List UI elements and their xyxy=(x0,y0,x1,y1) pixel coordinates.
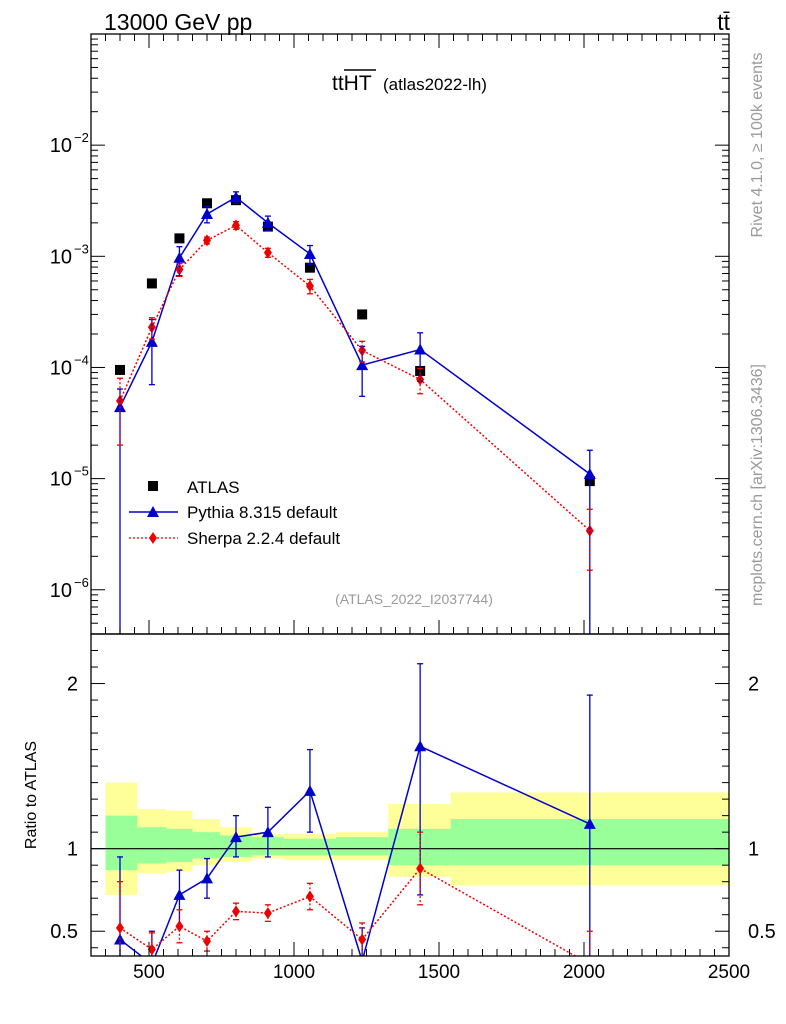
pythia-ratio-point xyxy=(230,831,242,843)
stat-uncertainty-band xyxy=(166,828,193,862)
main-panel: 10−610−510−410−310−2 ttHT (atlas2022-lh)… xyxy=(50,33,730,635)
main-axes: 10−610−510−410−310−2 xyxy=(50,33,730,635)
x-tick-label: 1000 xyxy=(273,962,315,983)
sherpa-ratio-point xyxy=(147,943,156,956)
plot-title-main: ttHT xyxy=(332,72,372,95)
atlas-data-point xyxy=(174,233,185,244)
y-tick-label: 10 xyxy=(50,135,72,157)
atlas-data-point xyxy=(146,278,157,289)
ratio-y-tick-label-right: 2 xyxy=(748,674,759,696)
y-tick-label: 10 xyxy=(50,469,72,491)
sherpa-data-point xyxy=(232,219,240,232)
pythia-ratio-point xyxy=(303,784,316,796)
sherpa-ratio-point xyxy=(358,933,367,946)
sherpa-ratio-point xyxy=(263,907,272,920)
sherpa-ratio-line xyxy=(119,867,577,956)
ratio-y-tick-label-right: 0.5 xyxy=(748,921,776,943)
pythia-ratio-point xyxy=(583,817,596,829)
ratio-y-tick-label-right: 1 xyxy=(748,839,759,861)
sherpa-main-line xyxy=(119,224,591,532)
pythia-ratio-point xyxy=(414,740,427,752)
sherpa-ratio-point xyxy=(175,920,184,933)
x-tick-label: 2500 xyxy=(708,962,750,983)
atlas-data-point xyxy=(357,309,368,320)
pythia-ratio-point xyxy=(261,826,274,838)
x-tick-label: 2000 xyxy=(563,962,605,983)
x-tick-label: 500 xyxy=(133,962,165,983)
ratio-panel: 0.5 0.5 1 1 2 2 Ratio to ATLAS xyxy=(23,633,776,957)
legend-marker-atlas xyxy=(148,481,158,491)
ratio-plot-content xyxy=(91,663,729,956)
stat-uncertainty-band xyxy=(336,837,389,856)
y-tick-label: 10 xyxy=(50,580,72,602)
atlas-data-point xyxy=(202,198,212,209)
pythia-ratio-line xyxy=(119,745,591,956)
y-tick-exponent: −4 xyxy=(74,352,89,367)
stat-uncertainty-band xyxy=(192,832,221,859)
y-tick-exponent: −5 xyxy=(74,464,89,479)
legend-marker-sherpa xyxy=(149,532,157,544)
rivet-version-label: Rivet 4.1.0, ≥ 100k events xyxy=(749,53,766,238)
sherpa-ratio-point xyxy=(203,935,211,948)
stat-uncertainty-band xyxy=(283,838,337,856)
y-tick-exponent: −6 xyxy=(74,575,89,590)
y-tick-label: 10 xyxy=(50,357,72,379)
pythia-ratio-point xyxy=(201,872,213,884)
x-axis-tick-labels: 500 1000 1500 2000 2500 xyxy=(133,962,750,983)
pythia-ratio-point xyxy=(173,888,186,900)
process-label: tt̄ xyxy=(717,9,730,35)
y-tick-exponent: −2 xyxy=(74,130,89,145)
ratio-y-tick-label: 0.5 xyxy=(50,921,78,943)
plot-title: ttHT xyxy=(332,72,372,95)
legend-label-atlas: ATLAS xyxy=(187,478,240,497)
main-plot-content xyxy=(114,191,596,634)
stat-uncertainty-band xyxy=(388,828,451,866)
ratio-axes: 0.5 0.5 1 1 2 2 xyxy=(50,633,776,956)
legend-label-pythia: Pythia 8.315 default xyxy=(187,503,338,522)
sherpa-ratio-point xyxy=(116,921,124,934)
mcplots-label: mcplots.cern.ch [arXiv:1306.3436] xyxy=(749,364,766,606)
legend: ATLAS Pythia 8.315 default Sherpa 2.2.4 … xyxy=(129,478,340,548)
atlas-data-point xyxy=(304,262,315,273)
ratio-y-tick-label: 1 xyxy=(67,839,78,861)
legend-marker-pythia xyxy=(147,506,159,517)
x-tick-label: 1500 xyxy=(418,962,460,983)
ratio-y-tick-label: 2 xyxy=(67,674,78,696)
ratio-clipped-group xyxy=(114,663,596,956)
ratio-axis-label: Ratio to ATLAS xyxy=(23,741,40,849)
sherpa-ratio-point xyxy=(232,905,240,918)
y-tick-exponent: −3 xyxy=(74,241,89,256)
analysis-watermark: (ATLAS_2022_I2037744) xyxy=(335,591,493,607)
y-tick-label: 10 xyxy=(50,246,72,268)
atlas-data-point xyxy=(115,364,125,375)
plot-subtitle: (atlas2022-lh) xyxy=(383,75,487,94)
sherpa-ratio-point xyxy=(416,862,425,875)
stat-uncertainty-band xyxy=(137,827,167,864)
pythia-main-line xyxy=(119,196,591,475)
stat-uncertainty-band xyxy=(105,815,138,871)
sherpa-ratio-point xyxy=(305,890,314,903)
legend-label-sherpa: Sherpa 2.2.4 default xyxy=(187,529,340,548)
sherpa-data-point xyxy=(305,280,314,293)
energy-label: 13000 GeV pp xyxy=(104,9,252,35)
